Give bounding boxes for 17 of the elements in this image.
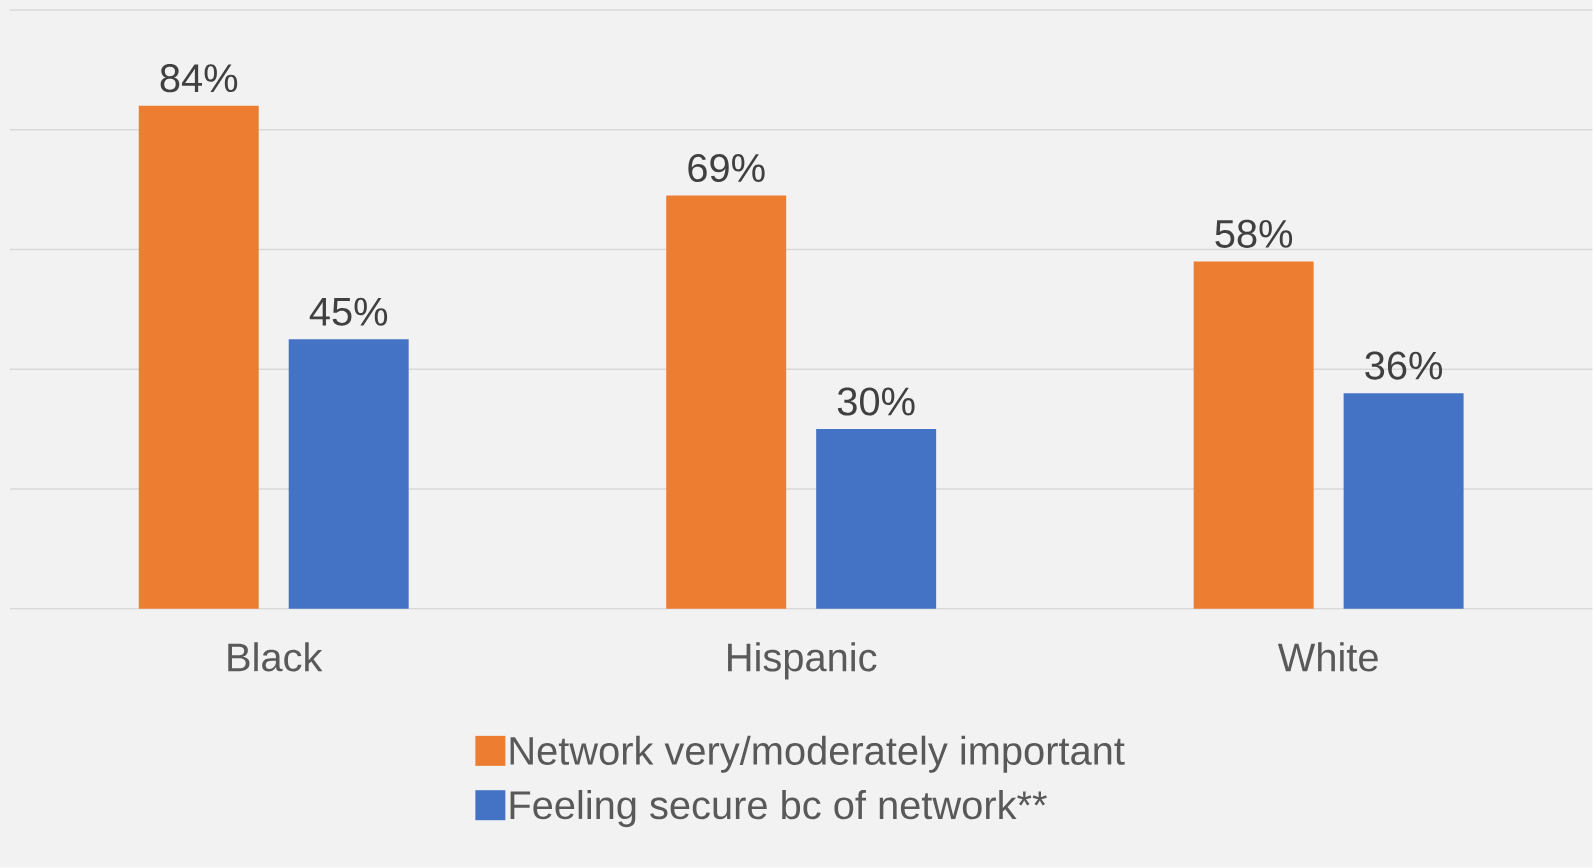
x-tick-label: Black	[228, 642, 323, 672]
bar	[138, 105, 259, 609]
bar	[1193, 261, 1314, 609]
data-label: 69%	[688, 154, 765, 183]
bar	[288, 339, 409, 609]
legend-label: Feeling secure bc of network**	[510, 790, 1047, 828]
bar	[816, 429, 937, 609]
data-label: 45%	[309, 297, 388, 326]
data-label: 30%	[837, 387, 915, 416]
data-label: 36%	[1365, 351, 1443, 380]
bar	[666, 195, 787, 609]
data-label: 84%	[160, 64, 238, 93]
bar	[1343, 393, 1464, 609]
x-tick-label: Hispanic	[728, 642, 877, 680]
x-tick-label: White	[1277, 642, 1378, 672]
data-label: 58%	[1215, 219, 1293, 249]
legend-label: Network very/moderately important	[510, 735, 1125, 773]
